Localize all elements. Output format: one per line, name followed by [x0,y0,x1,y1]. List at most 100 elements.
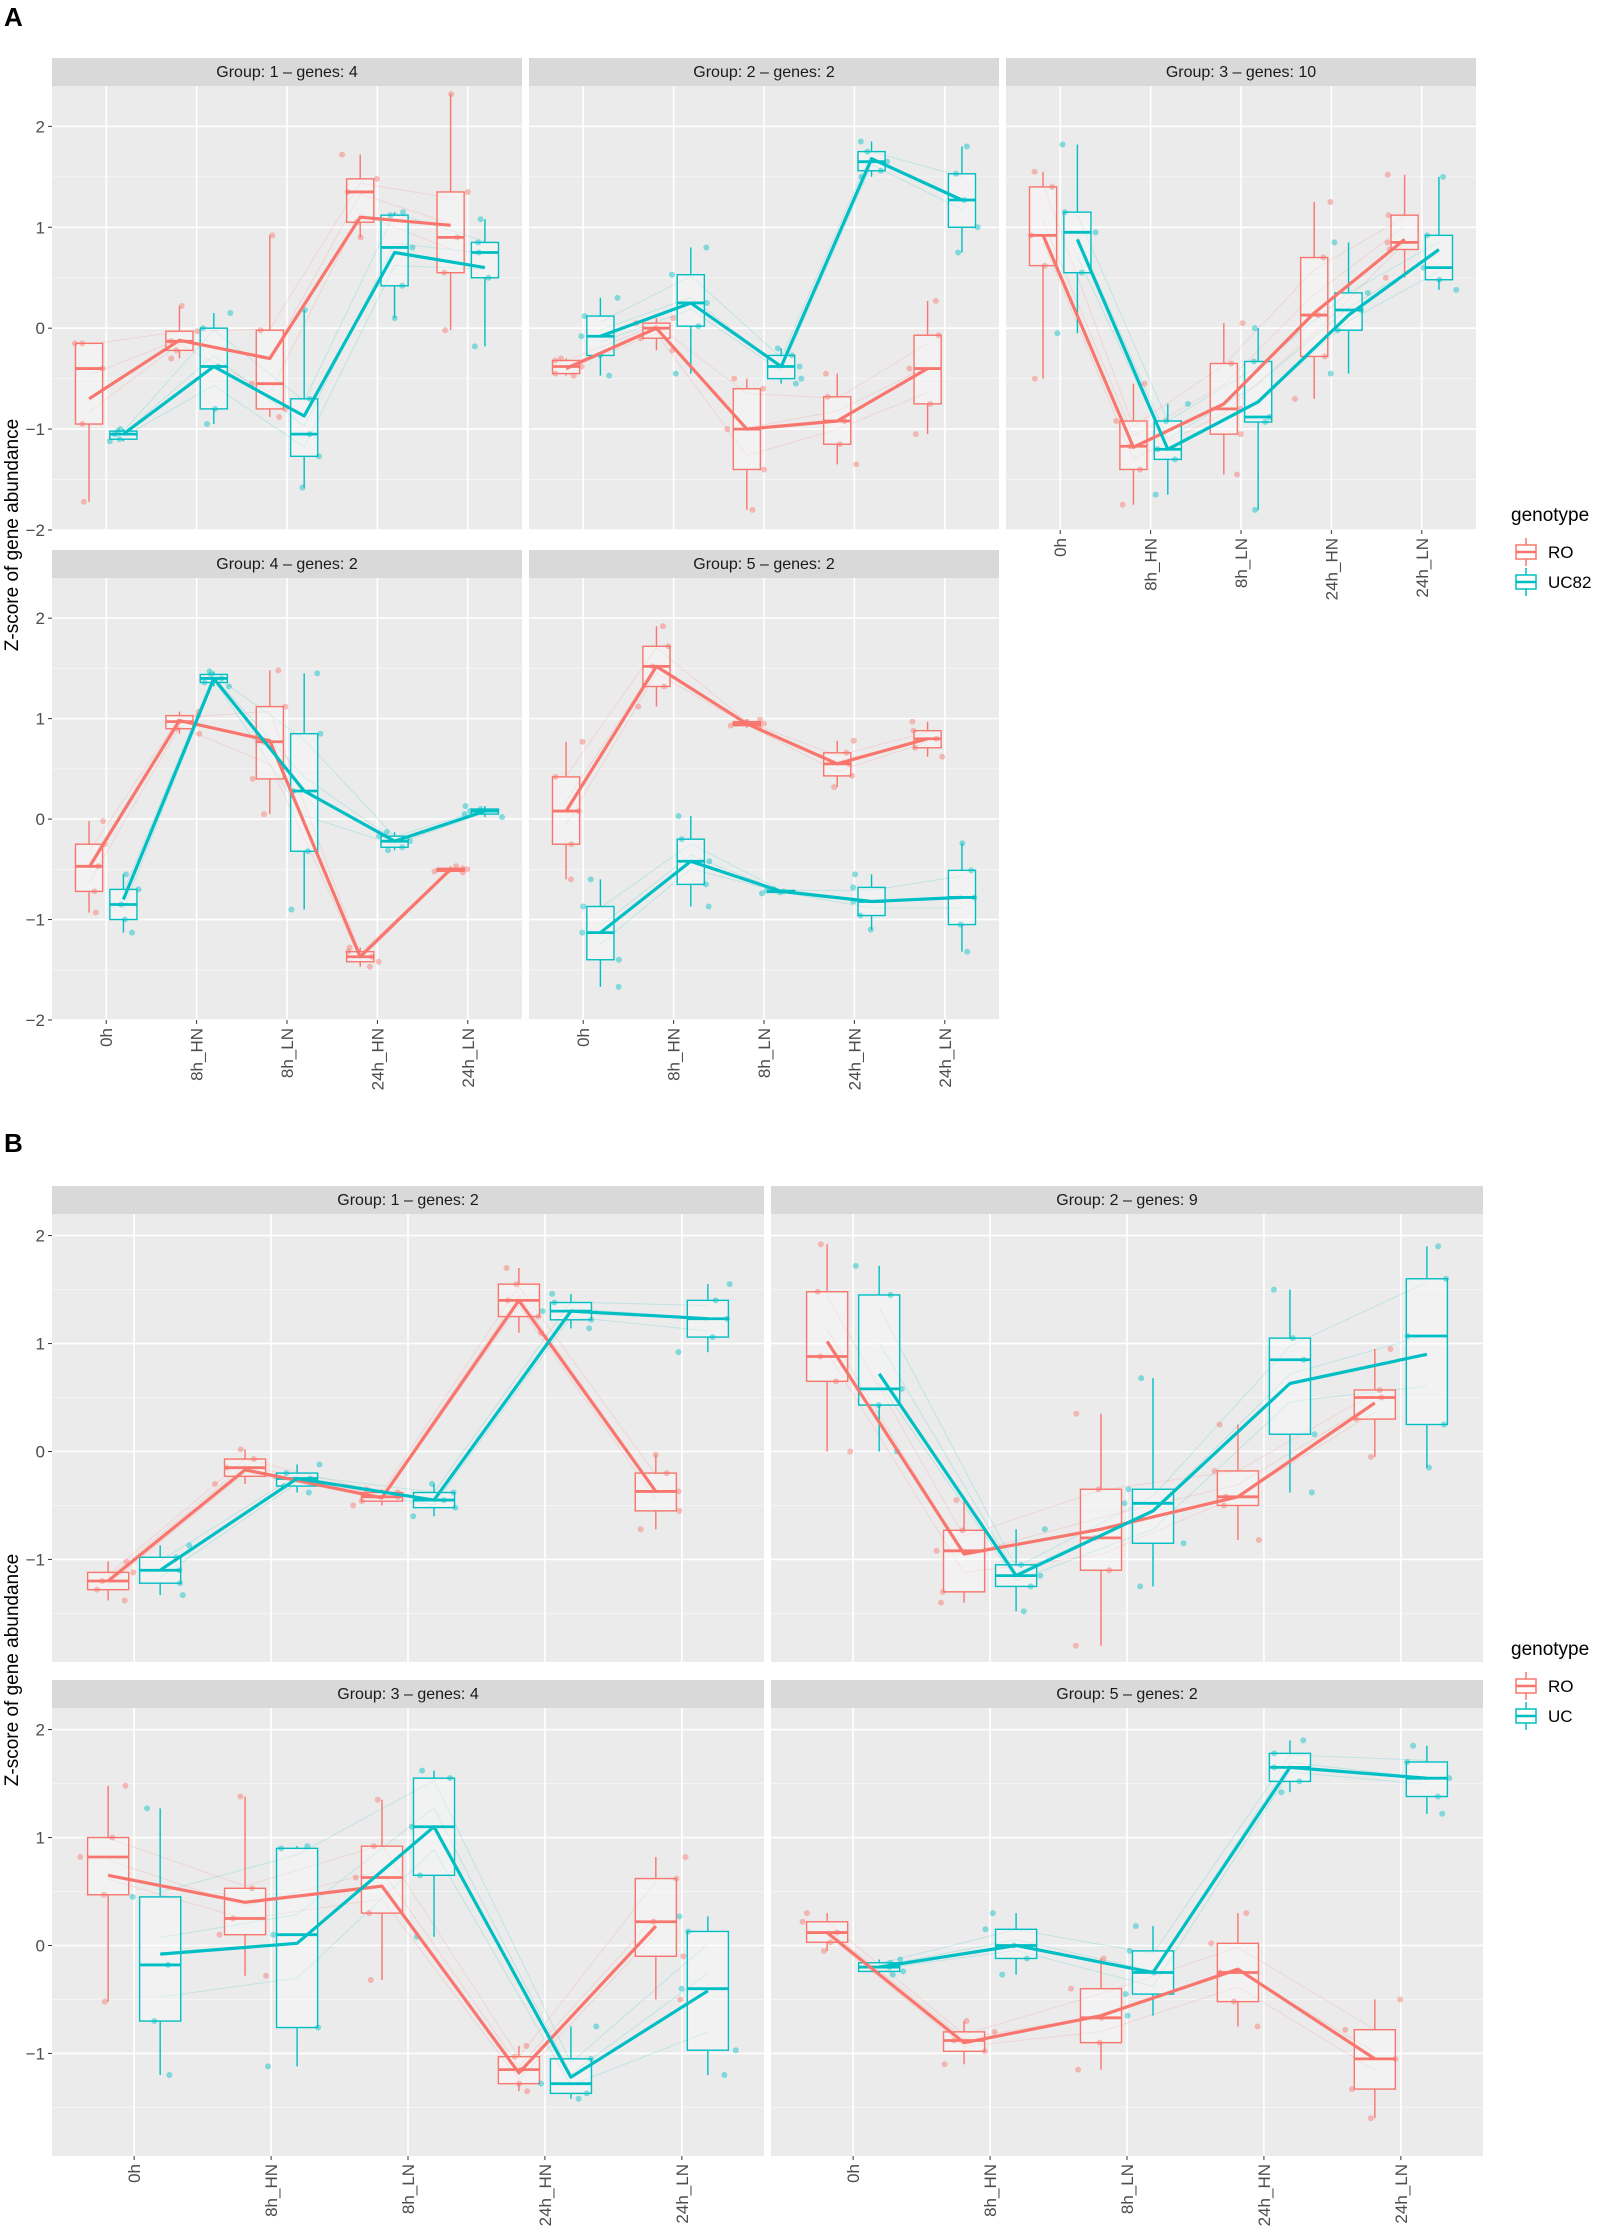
jitter-point [1125,1486,1132,1493]
jitter-point [1228,360,1235,367]
jitter-point [663,1470,670,1477]
mean-line-ro [87,718,452,959]
jitter-point [1384,239,1391,246]
jitter-point [176,1567,183,1574]
jitter-point [1278,1789,1285,1796]
jitter-point [852,871,859,878]
jitter-point [763,887,770,894]
mean-line-ro [565,326,929,431]
jitter-point [122,1782,129,1789]
jitter-point [1041,1526,1048,1533]
jitter-point [442,327,449,334]
gene-trace-line [1076,236,1440,440]
facet-title: Group: 2 – genes: 2 [693,64,835,81]
jitter-point [678,836,685,843]
jitter-point [129,1893,136,1900]
jitter-point [1436,276,1443,283]
jitter-point [428,1480,435,1487]
jitter-point [304,848,311,855]
jitter-point [824,393,831,400]
jitter-point [283,1470,290,1477]
jitter-point [165,1961,172,1968]
jitter-point [1315,312,1322,319]
jitter-point [798,375,805,382]
gene-trace-line [160,1779,709,2064]
legend-b-key-uc [1515,1702,1537,1730]
jitter-point [117,426,124,433]
gene-trace-line [123,264,485,448]
jitter-point [820,1947,827,1954]
x-tick-label: 8h_LN [1118,2164,1137,2214]
y-tick-label: 2 [36,1721,45,1740]
jitter-point [957,921,964,928]
gene-trace-line [160,1807,709,2075]
box-uc [549,2058,593,2095]
jitter-point [1435,1243,1442,1250]
jitter-point [803,1910,810,1917]
jitter-point [461,811,468,818]
gene-trace-line [122,678,486,910]
jitter-point [516,2080,523,2087]
jitter-point [1163,418,1170,425]
mean-line-ro [826,1931,1376,2061]
jitter-point [1230,1998,1237,2005]
jitter-point [1397,1996,1404,2003]
facet-b3: Group: 3 – genes: 4 −1 0 1 2 0h 8h_HN 8h_LN 24h_… [26,1680,764,2226]
jitter-point [1308,1489,1315,1496]
jitter-point [523,2042,530,2049]
jitter-point [173,347,180,354]
x-tick-label: 24h_HN [536,2164,555,2226]
jitter-point [849,772,856,779]
box-uc [1268,1337,1312,1435]
jitter-point [276,413,283,420]
mean-line-ro [564,664,929,812]
jitter-point [1237,431,1244,438]
jitter-point [799,1918,806,1925]
x-tick-label: 24h_HN [368,1028,387,1090]
jitter-point [939,753,946,760]
x-tick-label: 24h_LN [459,1028,478,1088]
jitter-point [1220,1502,1227,1509]
jitter-point [991,2028,998,2035]
jitter-point [366,1910,373,1917]
jitter-point [1072,1642,1079,1649]
jitter-point [406,838,413,845]
jitter-point [1392,2055,1399,2062]
facet-strip [529,550,999,578]
jitter-point [587,876,594,883]
jitter-point [373,175,380,182]
legend-a-uc82-label: UC82 [1548,573,1591,592]
jitter-point [212,405,219,412]
jitter-point [706,858,713,865]
jitter-point [724,426,731,433]
x-tick-label: 8h_LN [399,2164,418,2214]
gene-trace-line [879,1771,1427,1987]
jitter-point [884,158,891,165]
jitter-point [249,1885,256,1892]
jitter-point [580,903,587,910]
jitter-point [999,1971,1006,1978]
mean-line-uc82 [1075,238,1440,451]
jitter-point [551,1299,558,1306]
mean-line-ro [825,1340,1376,1556]
jitter-point [1440,173,1447,180]
jitter-point [867,926,874,933]
mean-line-uc [160,1825,709,2079]
facet-title: Group: 3 – genes: 4 [337,1686,479,1703]
jitter-point [196,730,203,737]
jitter-point [887,1291,894,1298]
jitter-point [1208,1940,1215,1947]
jitter-point [817,1353,824,1360]
jitter-point [1420,264,1427,271]
jitter-point [1425,1464,1432,1471]
jitter-point [206,668,213,675]
jitter-point [339,151,346,158]
jitter-point [203,421,210,428]
jitter-point [225,683,232,690]
jitter-point [99,1578,106,1585]
jitter-point [1095,1486,1102,1493]
legend-b: genotype RO UC [1511,1639,1589,1730]
jitter-point [678,1985,685,1992]
jitter-point [1023,1955,1030,1962]
jitter-point [817,1241,824,1248]
